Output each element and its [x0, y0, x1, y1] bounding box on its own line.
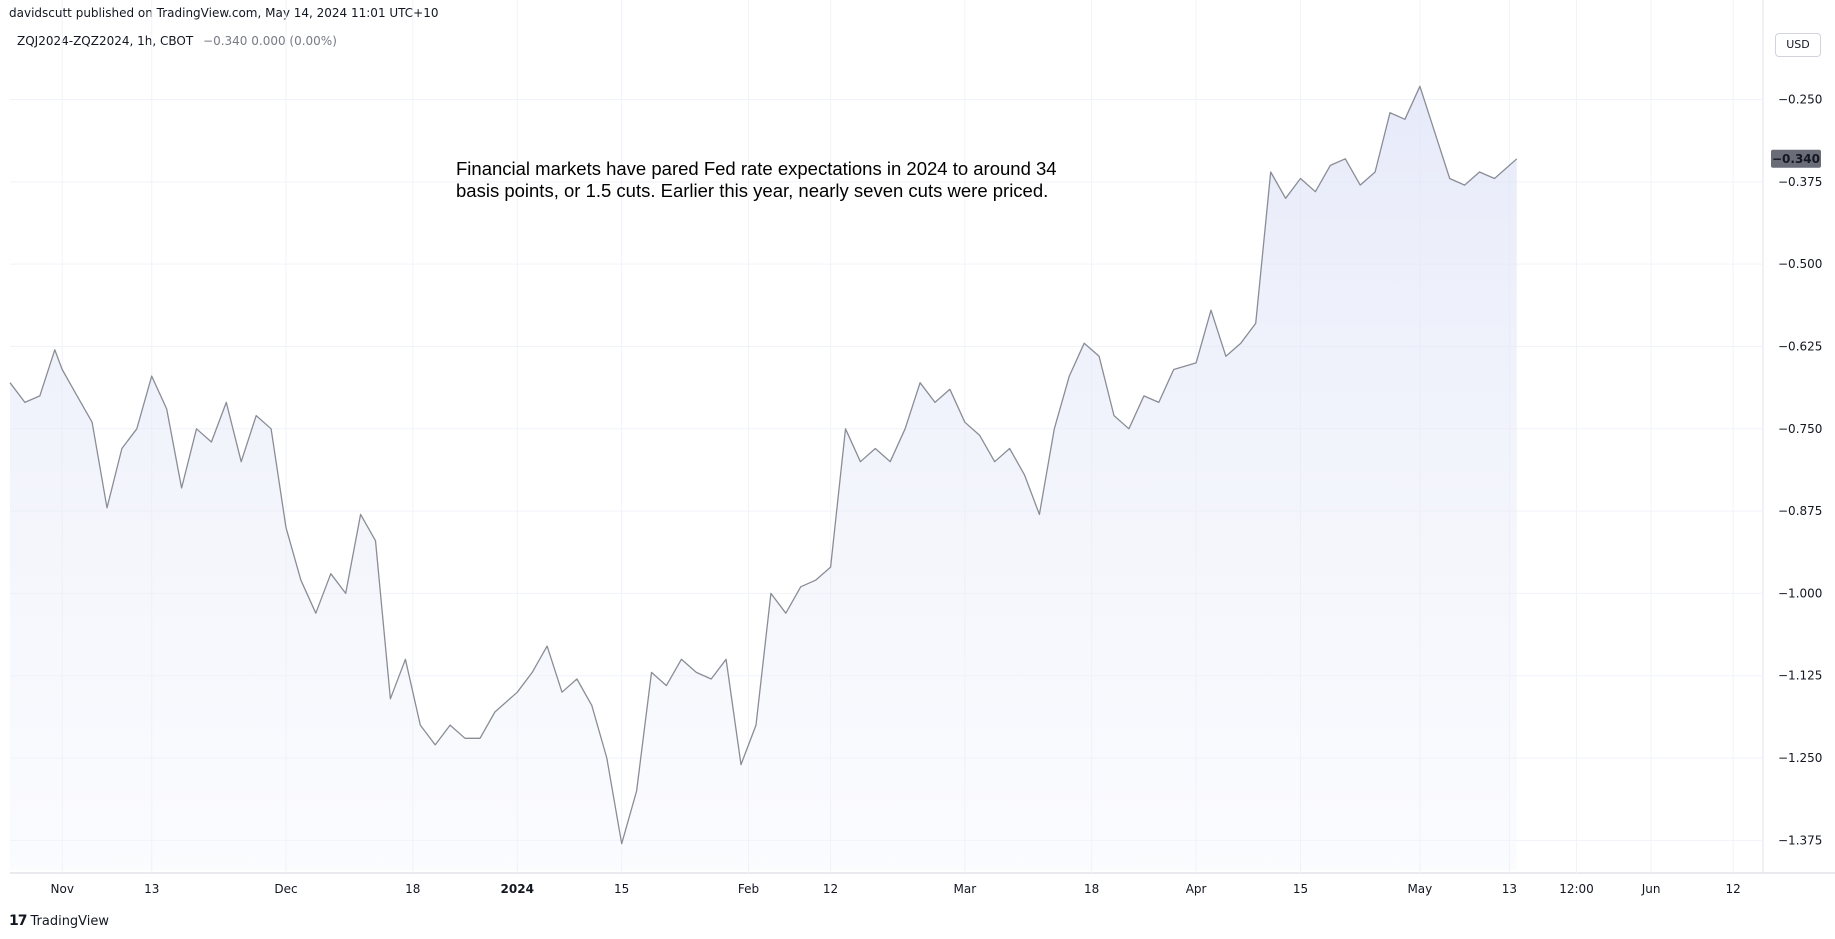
x-tick-label: Feb	[738, 882, 759, 896]
time-axis[interactable]: Nov 13 Dec 18 2024 15 Feb 12 Mar 18 Apr 15 May 13 12:0…	[51, 882, 1741, 896]
x-tick-label: 15	[614, 882, 629, 896]
symbol-values: −0.340 0.000 (0.00%)	[203, 34, 337, 48]
last-value-badge	[1771, 149, 1821, 168]
y-tick-label: −1.250	[1778, 751, 1822, 765]
tradingview-logo-icon: 17	[9, 913, 28, 929]
series-area-fill	[10, 86, 1517, 871]
x-tick-label: May	[1407, 882, 1432, 896]
x-tick-label: Dec	[274, 882, 297, 896]
x-tick-label: 2024	[501, 882, 534, 896]
x-tick-label: 13	[1502, 882, 1517, 896]
x-tick-label: 15	[1293, 882, 1308, 896]
y-tick-label: −0.875	[1778, 504, 1822, 518]
y-tick-label: −0.500	[1778, 257, 1822, 271]
x-tick-label: 18	[405, 882, 420, 896]
x-tick-label: Nov	[51, 882, 74, 896]
symbol-legend: ZQJ2024-ZQZ2024, 1h, CBOT −0.340 0.000 (…	[17, 34, 337, 48]
y-tick-label: −1.000	[1778, 586, 1822, 600]
series-line	[9, 85, 1518, 845]
currency-button[interactable]: USD	[1775, 33, 1821, 57]
y-tick-label: −1.375	[1778, 833, 1822, 847]
brand-label: TradingView	[30, 913, 110, 929]
x-tick-label: Apr	[1186, 882, 1207, 896]
chart-annotation: Financial markets have pared Fed rate ex…	[456, 158, 1057, 201]
footer-brand: 17 TradingView	[9, 913, 109, 929]
publisher-line: davidscutt published on TradingView.com,…	[9, 6, 439, 20]
y-tick-label: −1.125	[1778, 669, 1822, 683]
x-tick-label: 18	[1084, 882, 1099, 896]
symbol-label: ZQJ2024-ZQZ2024, 1h, CBOT	[17, 34, 194, 48]
y-tick-label: −0.750	[1778, 422, 1822, 436]
price-axis[interactable]: −0.250 −0.375 −0.500 −0.625 −0.750 −0.875 −1.0…	[1771, 93, 1822, 848]
x-tick-label: 12:00	[1559, 882, 1594, 896]
y-tick-label: −0.625	[1778, 339, 1822, 353]
plot-area	[9, 85, 1518, 871]
x-tick-label: 12	[823, 882, 838, 896]
x-tick-label: Mar	[954, 882, 977, 896]
last-value-label: −0.340	[1772, 152, 1820, 166]
y-tick-label: −0.250	[1778, 93, 1822, 107]
x-tick-label: 12	[1726, 882, 1741, 896]
x-tick-label: Jun	[1641, 882, 1661, 896]
y-tick-label: −0.375	[1778, 175, 1822, 189]
x-tick-label: 13	[144, 882, 159, 896]
